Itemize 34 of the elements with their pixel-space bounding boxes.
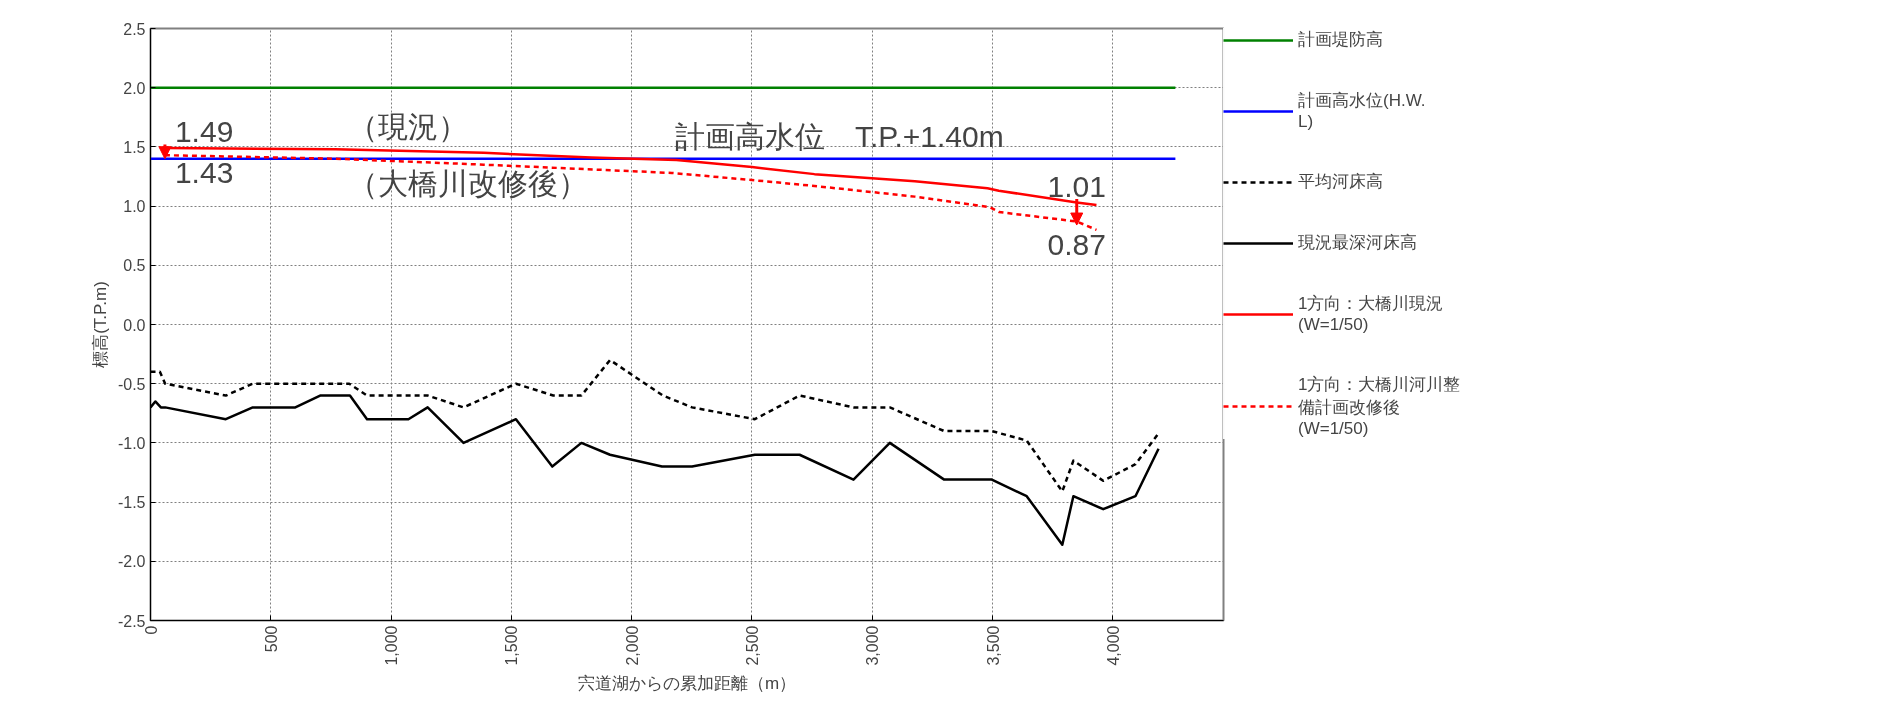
legend-label: 1方向：大橋川現況 (W=1/50) [1298,293,1444,335]
annotation: 1.01 [1047,169,1106,203]
x-axis-title: 宍道湖からの累加距離（m） [577,673,797,693]
annotation: 1.49 [174,115,234,149]
annotation: （大橋川改修後） [347,166,588,200]
x-tick-label: 1,000 [383,625,401,666]
y-tick-label: -2.0 [117,553,146,571]
annotation: 0.87 [1047,228,1106,262]
x-tick-label: 2,000 [623,625,641,666]
x-tick-label: 3,500 [984,625,1002,666]
y-tick-label: -0.5 [117,375,146,393]
x-tick-label: 2,500 [743,625,761,666]
x-tick-label: 3,000 [864,625,882,666]
legend-label: 1方向：大橋川河川整備計画改修後 (W=1/50) [1298,374,1461,439]
x-tick-label: 4,000 [1104,625,1122,666]
y-tick-label: -1.5 [117,494,146,512]
y-tick-label: 1.0 [123,198,146,216]
y-tick-label: 2.5 [123,20,146,38]
x-tick-label: 500 [262,625,280,653]
legend-label: 現況最深河床高 [1298,232,1417,254]
annotation: （現況） [347,110,468,144]
y-tick-label: -1.0 [117,434,146,452]
legend-label: 平均河床高 [1298,171,1383,193]
legend-label: 計画高水位(H.W.L) [1298,90,1426,132]
legend-label: 計画堤防高 [1298,29,1383,51]
annotation: 1.43 [174,156,234,190]
y-tick-label: 2.0 [123,79,146,97]
y-tick-label: -2.5 [117,612,146,630]
y-tick-label: 0.5 [123,257,146,275]
annotation: 計画高水位 T.P.+1.40m [674,119,1004,153]
x-tick-label: 1,500 [503,625,521,666]
y-tick-label: 1.5 [123,138,146,156]
y-tick-label: 0.0 [123,316,146,334]
y-axis-title: 標高(T.P.m) [90,281,110,368]
